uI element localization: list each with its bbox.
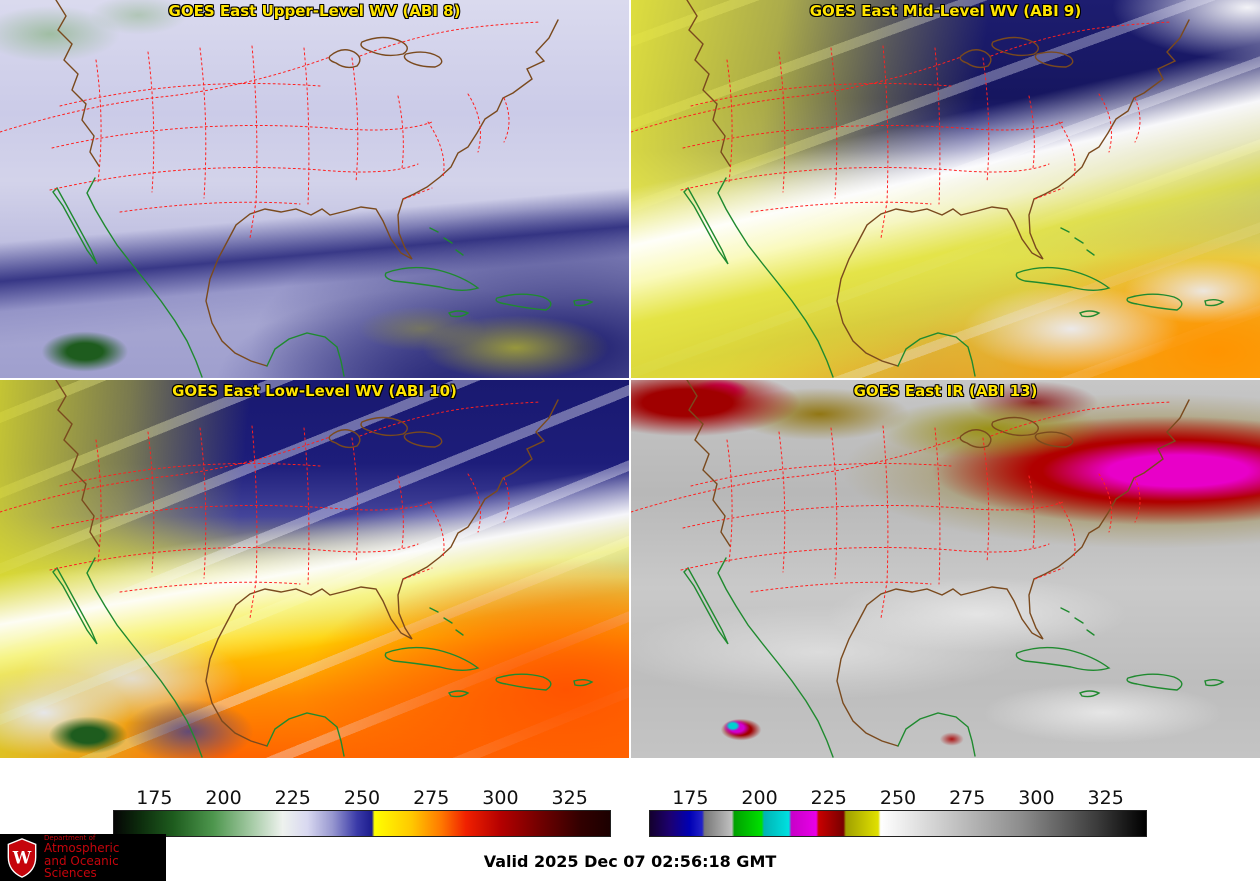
logo-dept-line: Department of xyxy=(44,833,96,842)
logo-oceanic-line: and Oceanic Sciences xyxy=(44,853,119,881)
legend-area: 175 200 225 250 275 300 325 175 200 225 250 275 300… xyxy=(0,758,1260,881)
logo-text: Department of Atmospheric and Oceanic Sc… xyxy=(44,833,160,881)
panel-abi9-mid-level-wv: GOES East Mid-Level WV (ABI 9) xyxy=(631,0,1260,378)
panel-abi13-ir: GOES East IR (ABI 13) xyxy=(631,380,1260,758)
logo-atmos-line: Atmospheric xyxy=(44,841,120,856)
crest-w-letter: W xyxy=(12,848,32,867)
wv-colorbar-group: 175 200 225 250 275 300 325 xyxy=(113,784,611,837)
ir-colorbar-ticks: 175 200 225 250 275 300 325 xyxy=(649,784,1147,810)
uw-aos-logo: W Department of Atmospheric and Oceanic … xyxy=(0,834,166,881)
basemap-overlay xyxy=(0,380,593,758)
colorbar-tick-300: 300 xyxy=(482,787,519,809)
panel-title-abi9: GOES East Mid-Level WV (ABI 9) xyxy=(809,2,1082,20)
colorbar-tick-325: 325 xyxy=(1087,787,1124,809)
colorbar-tick-200: 200 xyxy=(205,787,242,809)
panel-title-abi10: GOES East Low-Level WV (ABI 10) xyxy=(172,382,457,400)
colorbar-tick-225: 225 xyxy=(810,787,847,809)
ir-colorbar xyxy=(649,810,1147,837)
panel-title-abi8: GOES East Upper-Level WV (ABI 8) xyxy=(168,2,461,20)
colorbar-tick-300: 300 xyxy=(1018,787,1055,809)
colorbar-tick-325: 325 xyxy=(551,787,588,809)
colorbar-tick-250: 250 xyxy=(879,787,917,809)
wv-colorbar xyxy=(113,810,611,837)
basemap-overlay xyxy=(631,0,1224,378)
colorbar-tick-275: 275 xyxy=(949,787,986,809)
colorbar-tick-225: 225 xyxy=(274,787,311,809)
panel-abi10-low-level-wv: GOES East Low-Level WV (ABI 10) xyxy=(0,380,629,758)
ir-colorbar-group: 175 200 225 250 275 300 325 xyxy=(649,784,1147,837)
valid-time-label: Valid 2025 Dec 07 02:56:18 GMT xyxy=(483,852,777,871)
colorbar-tick-275: 275 xyxy=(413,787,450,809)
colorbar-tick-250: 250 xyxy=(343,787,381,809)
colorbar-tick-175: 175 xyxy=(672,787,709,809)
wv-colorbar-ticks: 175 200 225 250 275 300 325 xyxy=(113,784,611,810)
colorbar-tick-200: 200 xyxy=(741,787,778,809)
panel-title-abi13: GOES East IR (ABI 13) xyxy=(853,382,1038,400)
basemap-overlay xyxy=(631,380,1224,758)
panel-abi8-upper-level-wv: GOES East Upper-Level WV (ABI 8) xyxy=(0,0,629,378)
uw-crest-icon: W xyxy=(7,837,37,878)
colorbar-tick-175: 175 xyxy=(136,787,173,809)
basemap-overlay xyxy=(0,0,593,378)
panel-grid: GOES East Upper-Level WV (ABI 8) GOES Ea… xyxy=(0,0,1260,758)
